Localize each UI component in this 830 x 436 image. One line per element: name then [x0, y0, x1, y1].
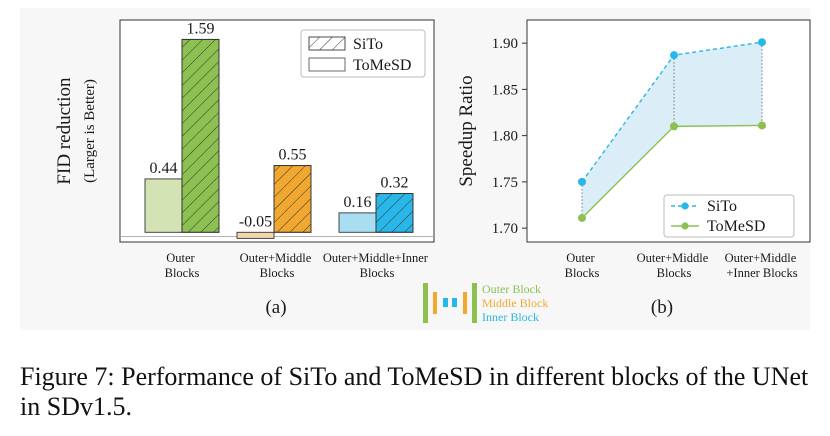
panel-b-label: (b) [651, 297, 673, 318]
legend-tomesd-swatch [308, 57, 346, 72]
unet-inner-left [443, 298, 448, 307]
label-sito-2: 0.55 [279, 147, 307, 164]
panel-b-legend: SiTo ToMeSD [663, 194, 795, 238]
panel-b-lines [578, 38, 766, 222]
label-tomesd-1: 0.44 [150, 160, 178, 177]
ytick-b-label-3: 1.80 [492, 129, 518, 145]
unet-outer-label: Outer Block [482, 282, 541, 296]
fill-between-series [582, 42, 762, 218]
point-tomesd-1 [578, 213, 586, 222]
point-sito-2 [670, 51, 678, 60]
panel-a-xtick-labels: Outer Blocks Outer+Middle Blocks Outer+M… [165, 251, 431, 280]
panel-a-legend-sito: SiTo [353, 36, 383, 53]
panel-b-xtick-2: Outer+Middle Blocks [637, 251, 712, 280]
figure-caption: Figure 7: Performance of SiTo and ToMeSD… [20, 362, 809, 421]
panel-a-xtick-2: Outer+Middle Blocks [240, 251, 315, 280]
xtick-b1-line1: Outer [566, 251, 595, 265]
label-tomesd-3: 0.16 [344, 194, 372, 211]
panel-a-bars [144, 38, 414, 239]
xtick-b3-line1: Outer+Middle [725, 251, 797, 265]
label-sito-1: 1.59 [187, 20, 215, 37]
unet-middle-right [463, 292, 467, 314]
point-sito-3 [758, 38, 766, 47]
bar-sito-hatch-3 [375, 193, 414, 233]
unet-block-legend: Outer Block Middle Block Inner Block [423, 282, 548, 324]
ytick-b-label-2: 1.75 [492, 175, 518, 191]
panel-a-ylabel: FID reduction [54, 77, 75, 185]
xtick-b1-line2: Blocks [565, 266, 600, 280]
unet-inner-right [452, 298, 457, 307]
xtick-a1-line1: Outer [166, 251, 195, 265]
bar-tomesd-1 [144, 178, 183, 233]
panel-b-yticks: 1.70 1.75 1.80 1.85 1.90 [492, 36, 527, 237]
panel-b-xtick-3: Outer+Middle +Inner Blocks [725, 251, 800, 280]
xtick-a3-line1: Outer+Middle+Inner [323, 251, 429, 265]
point-tomesd-2 [670, 122, 678, 131]
point-tomesd-3 [758, 121, 766, 130]
xtick-a2-line1: Outer+Middle [240, 251, 312, 265]
unet-outer-right [472, 283, 477, 323]
xtick-b2-line1: Outer+Middle [637, 251, 709, 265]
bar-tomesd-3 [338, 212, 377, 233]
ytick-b-label-5: 1.90 [492, 36, 518, 52]
unet-middle-label: Middle Block [482, 296, 548, 310]
panel-a-legend-tomesd: ToMeSD [353, 57, 411, 74]
panel-b-legend-tomesd: ToMeSD [707, 218, 765, 235]
unet-inner-label: Inner Block [482, 310, 539, 324]
point-sito-1 [578, 177, 586, 186]
panel-b-line-chart: 1.70 1.75 1.80 1.85 1.90 Speedup Ratio SiTo … [456, 19, 811, 318]
panel-a-label: (a) [265, 297, 286, 318]
panel-a-bar-chart: 0.441.59-0.050.550.160.32 FID reduction … [54, 19, 435, 318]
panel-a-xtick-1: Outer Blocks [165, 251, 200, 280]
panel-b-legend-sito: SiTo [707, 198, 737, 215]
unet-outer-left [423, 283, 428, 323]
unet-middle-left [433, 292, 437, 314]
xtick-b3-line2: +Inner Blocks [726, 266, 797, 280]
panel-a-value-labels: 0.44 1.59 -0.05 0.55 0.16 0.32 [150, 20, 409, 230]
panel-b-xtick-labels: Outer Blocks Outer+Middle Blocks Outer+M… [565, 251, 800, 280]
bar-sito-hatch-1 [181, 38, 220, 233]
panel-a-xtick-3: Outer+Middle+Inner Blocks [323, 251, 431, 280]
panel-b-ylabel: Speedup Ratio [456, 75, 477, 186]
panel-a-legend: SiTo ToMeSD [300, 29, 426, 78]
xtick-a2-line2: Blocks [260, 266, 295, 280]
ytick-b-label-4: 1.85 [492, 82, 518, 98]
xtick-a3-line2: Blocks [360, 266, 395, 280]
legend-b-tomesd-marker [681, 222, 689, 230]
panel-b-xtick-1: Outer Blocks [565, 251, 600, 280]
bar-tomesd-2 [236, 231, 275, 239]
label-tomesd-2: -0.05 [239, 213, 272, 230]
panel-a-ylabel-sub: (Larger is Better) [82, 79, 98, 183]
legend-b-sito-marker [681, 202, 689, 210]
label-sito-3: 0.32 [381, 174, 409, 191]
bar-sito-hatch-2 [273, 165, 312, 233]
legend-sito-swatch [308, 36, 346, 51]
xtick-a1-line2: Blocks [165, 266, 200, 280]
xtick-b2-line2: Blocks [657, 266, 692, 280]
ytick-b-label-1: 1.70 [492, 221, 518, 237]
